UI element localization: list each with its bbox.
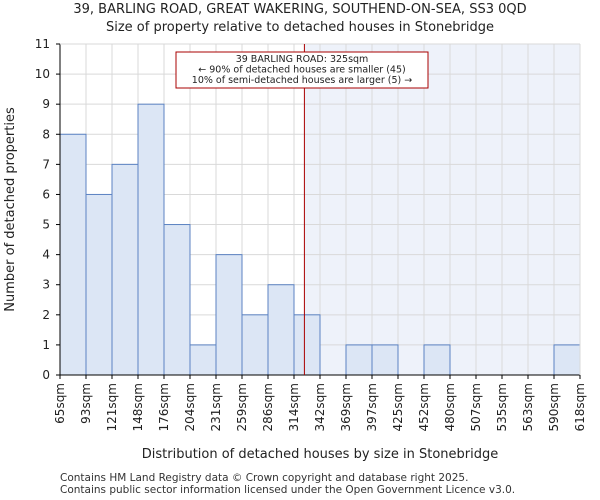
x-tick-label: 369sqm bbox=[339, 383, 353, 431]
chart-subtitle: Size of property relative to detached ho… bbox=[105, 20, 495, 35]
histogram-bar bbox=[59, 133, 87, 376]
x-tick-label: 480sqm bbox=[443, 383, 457, 431]
x-tick-label: 590sqm bbox=[547, 383, 561, 431]
x-tick-label: 507sqm bbox=[469, 383, 483, 431]
x-tick-label: 176sqm bbox=[157, 383, 171, 431]
footer-line-1: Contains HM Land Registry data © Crown c… bbox=[60, 472, 469, 484]
histogram-bar bbox=[241, 314, 269, 376]
y-tick-label: 11 bbox=[35, 37, 50, 51]
histogram-bar bbox=[137, 103, 165, 376]
histogram-chart: 0 1 2 3 4 5 6 7 8 9 10 11 65sqm 93sqm 121sqm 148sqm 176s… bbox=[3, 37, 587, 462]
annotation-line-2: ← 90% of detached houses are smaller (45… bbox=[198, 65, 405, 76]
histogram-bar bbox=[267, 284, 295, 376]
histogram-bar bbox=[371, 344, 399, 376]
y-tick-label: 7 bbox=[42, 157, 50, 171]
x-tick-label: 535sqm bbox=[495, 383, 509, 431]
x-tick-label: 286sqm bbox=[261, 383, 275, 431]
x-tick-label: 452sqm bbox=[417, 383, 431, 431]
x-tick-label: 563sqm bbox=[521, 383, 535, 431]
x-tick-label: 148sqm bbox=[131, 383, 145, 431]
annotation-line-1: 39 BARLING ROAD: 325sqm bbox=[236, 54, 369, 65]
y-tick-label: 6 bbox=[42, 187, 50, 201]
y-tick-label: 0 bbox=[42, 368, 50, 382]
histogram-bar bbox=[423, 344, 451, 376]
x-tick-label: 93sqm bbox=[79, 383, 93, 424]
histogram-bar bbox=[345, 344, 373, 376]
chart-title: 39, BARLING ROAD, GREAT WAKERING, SOUTHE… bbox=[73, 2, 527, 17]
histogram-bar bbox=[189, 344, 217, 376]
annotation-line-3: 10% of semi-detached houses are larger (… bbox=[192, 75, 412, 86]
x-axis-label: Distribution of detached houses by size … bbox=[142, 447, 498, 462]
y-tick-label: 1 bbox=[42, 338, 50, 352]
histogram-bar bbox=[85, 193, 113, 376]
x-tick-label: 231sqm bbox=[209, 383, 223, 431]
x-tick-label: 204sqm bbox=[183, 383, 197, 431]
histogram-bar bbox=[215, 254, 243, 376]
x-tick-label: 397sqm bbox=[365, 383, 379, 431]
x-tick-label: 65sqm bbox=[53, 383, 67, 424]
y-tick-label: 10 bbox=[35, 67, 50, 81]
y-tick-label: 2 bbox=[42, 308, 50, 322]
y-tick-label: 8 bbox=[42, 127, 50, 141]
x-tick-label: 314sqm bbox=[287, 383, 301, 431]
histogram-bar bbox=[293, 314, 321, 376]
y-tick-label: 4 bbox=[42, 248, 50, 262]
histogram-bar bbox=[111, 163, 139, 376]
histogram-bar bbox=[163, 224, 191, 376]
histogram-bar bbox=[553, 344, 581, 376]
x-tick-label: 425sqm bbox=[391, 383, 405, 431]
y-tick-label: 9 bbox=[42, 97, 50, 111]
y-tick-label: 5 bbox=[42, 218, 50, 232]
x-tick-label: 259sqm bbox=[235, 383, 249, 431]
x-tick-label: 342sqm bbox=[313, 383, 327, 431]
y-axis-label: Number of detached properties bbox=[3, 107, 18, 312]
x-tick-label: 121sqm bbox=[105, 383, 119, 431]
annotation-box bbox=[175, 51, 429, 89]
y-tick-label: 3 bbox=[42, 278, 50, 292]
larger-region-shade bbox=[304, 44, 580, 375]
footer-line-2: Contains public sector information licen… bbox=[60, 484, 516, 496]
x-tick-label: 618sqm bbox=[573, 383, 587, 431]
